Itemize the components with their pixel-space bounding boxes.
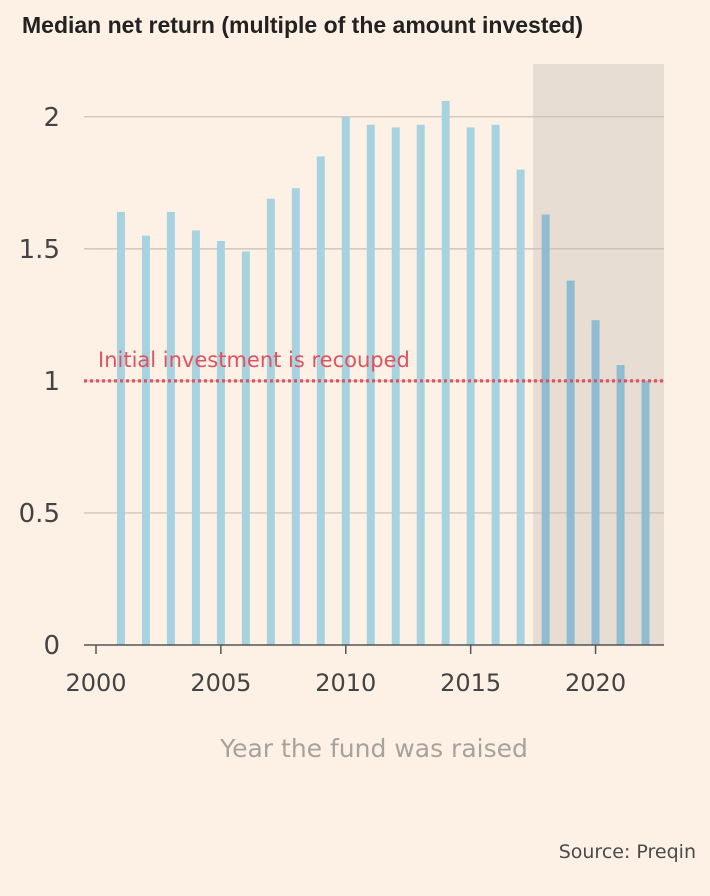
source-note: Source: Preqin bbox=[558, 841, 696, 863]
axes: 0 0.5 1 1.5 2 2000 2005 2010 2015 2020 Year the fu… bbox=[19, 103, 664, 763]
bar-2018 bbox=[541, 214, 550, 646]
bar-2005 bbox=[216, 240, 225, 645]
x-tick-label: 2005 bbox=[190, 669, 251, 697]
reference-line-group: Initial investment is recouped bbox=[84, 348, 664, 383]
y-tick-label: 2 bbox=[43, 103, 60, 133]
bar-2009 bbox=[316, 156, 325, 645]
bar-2010 bbox=[341, 116, 350, 646]
y-tick-label: 0 bbox=[43, 631, 60, 661]
bar-2004 bbox=[191, 230, 200, 646]
x-tick-label: 2010 bbox=[315, 669, 376, 697]
x-tick-label: 2020 bbox=[565, 669, 626, 697]
bar-2021 bbox=[616, 365, 625, 645]
chart-title: Median net return (multiple of the amoun… bbox=[22, 12, 583, 38]
bar-2007 bbox=[266, 198, 275, 645]
bar-2008 bbox=[291, 188, 300, 645]
x-tick-label: 2015 bbox=[440, 669, 501, 697]
bar-2002 bbox=[141, 235, 150, 645]
bar-2014 bbox=[441, 100, 450, 646]
x-tick-label: 2000 bbox=[65, 669, 126, 697]
bar-2022 bbox=[641, 380, 650, 645]
bar-2017 bbox=[516, 169, 525, 646]
y-tick-label: 1 bbox=[43, 367, 60, 397]
bar-2019 bbox=[566, 280, 575, 645]
bar-2011 bbox=[366, 124, 375, 645]
reference-line-label: Initial investment is recouped bbox=[98, 348, 410, 372]
bar-chart: Initial investment is recouped 0 0.5 1 1.5 2… bbox=[19, 64, 664, 763]
bar-2006 bbox=[241, 251, 250, 645]
y-tick-label: 1.5 bbox=[19, 235, 60, 265]
bar-2016 bbox=[491, 124, 500, 645]
bar-2020 bbox=[591, 320, 600, 645]
bar-2012 bbox=[391, 127, 400, 645]
bars bbox=[116, 100, 650, 646]
bar-2001 bbox=[116, 211, 125, 645]
bar-2003 bbox=[166, 211, 175, 645]
bar-2013 bbox=[416, 124, 425, 645]
bar-2015 bbox=[466, 127, 475, 645]
x-axis-label: Year the fund was raised bbox=[219, 734, 528, 763]
y-tick-label: 0.5 bbox=[19, 499, 60, 529]
